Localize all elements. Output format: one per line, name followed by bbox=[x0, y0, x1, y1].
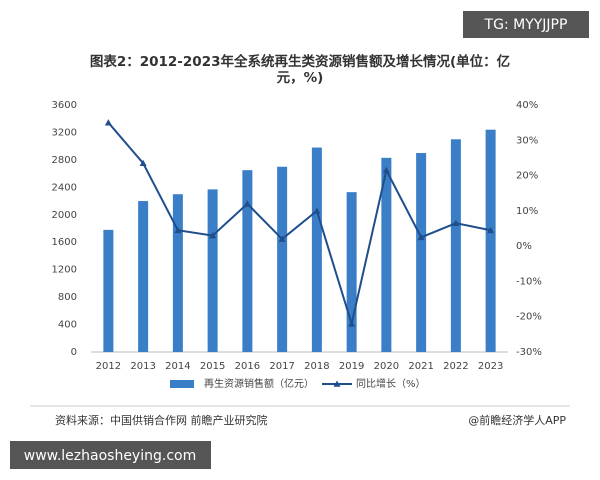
bar bbox=[450, 139, 461, 352]
line-marker bbox=[243, 200, 251, 207]
y2-tick-label: 40% bbox=[516, 100, 538, 111]
legend-label: 同比增长（%） bbox=[356, 377, 426, 390]
x-tick-label: 2015 bbox=[200, 361, 225, 372]
y-tick-label: 2400 bbox=[52, 182, 77, 193]
x-tick-label: 2014 bbox=[165, 361, 190, 372]
x-tick-label: 2021 bbox=[408, 361, 433, 372]
x-tick-label: 2020 bbox=[374, 361, 399, 372]
legend-swatch bbox=[170, 380, 194, 388]
watermark: TG: MYYJJPP bbox=[484, 17, 568, 33]
legend-swatch bbox=[333, 380, 341, 387]
chart-title: 图表2：2012-2023年全系统再生类资源销售额及增长情况(单位：亿 bbox=[90, 53, 510, 70]
x-tick-label: 2016 bbox=[235, 361, 260, 372]
y-tick-label: 1200 bbox=[52, 265, 77, 276]
line-marker bbox=[348, 320, 356, 327]
source: 资料来源：中国供销合作网 前瞻产业研究院 bbox=[55, 413, 268, 427]
bar bbox=[416, 153, 427, 352]
x-tick-label: 2023 bbox=[478, 361, 503, 372]
line-marker bbox=[209, 232, 217, 239]
y-tick-label: 3200 bbox=[52, 127, 77, 138]
x-tick-label: 2018 bbox=[304, 361, 329, 372]
line-marker bbox=[452, 219, 460, 227]
bar bbox=[311, 147, 322, 352]
y-tick-label: 0 bbox=[71, 347, 77, 358]
y2-tick-label: -30% bbox=[516, 347, 542, 358]
bar bbox=[103, 229, 114, 352]
line-marker bbox=[174, 226, 182, 234]
y2-tick-label: 10% bbox=[516, 206, 538, 217]
x-tick-label: 2012 bbox=[96, 361, 121, 372]
line-marker bbox=[104, 119, 112, 126]
line bbox=[107, 121, 491, 328]
bar bbox=[485, 129, 496, 352]
line-marker bbox=[417, 233, 425, 241]
watermark-box bbox=[463, 11, 589, 38]
y-tick-label: 1600 bbox=[52, 237, 77, 248]
x-tick-label: 2019 bbox=[339, 361, 364, 372]
credit: @前瞻经济学人APP bbox=[468, 413, 566, 427]
watermark-box bbox=[10, 441, 211, 469]
y2-tick-label: 30% bbox=[516, 135, 538, 146]
bar bbox=[138, 201, 149, 352]
chart-title: 元，%) bbox=[277, 70, 324, 86]
y-tick-label: 2800 bbox=[52, 155, 77, 166]
bar bbox=[277, 166, 288, 352]
y-tick-label: 800 bbox=[58, 292, 77, 303]
watermark: www.lezhaosheying.com bbox=[24, 448, 196, 464]
y2-tick-label: 20% bbox=[516, 171, 538, 182]
line-marker bbox=[139, 159, 147, 167]
x-tick-label: 2013 bbox=[130, 361, 155, 372]
bar bbox=[172, 194, 183, 352]
bar bbox=[381, 157, 392, 352]
y-tick-label: 3600 bbox=[52, 100, 77, 111]
y-tick-label: 2000 bbox=[52, 210, 77, 221]
line-marker bbox=[382, 166, 390, 174]
line-marker bbox=[487, 226, 495, 234]
bar bbox=[346, 192, 357, 352]
bar bbox=[207, 189, 218, 352]
y-tick-label: 400 bbox=[58, 320, 77, 331]
bar bbox=[242, 170, 253, 352]
line-marker bbox=[313, 207, 321, 214]
x-tick-label: 2022 bbox=[443, 361, 468, 372]
line-marker bbox=[278, 235, 286, 242]
y2-tick-label: -10% bbox=[516, 276, 542, 287]
y2-tick-label: 0% bbox=[516, 241, 532, 252]
legend-label: 再生资源销售额（亿元） bbox=[204, 377, 314, 390]
y2-tick-label: -20% bbox=[516, 312, 542, 323]
x-tick-label: 2017 bbox=[269, 361, 294, 372]
